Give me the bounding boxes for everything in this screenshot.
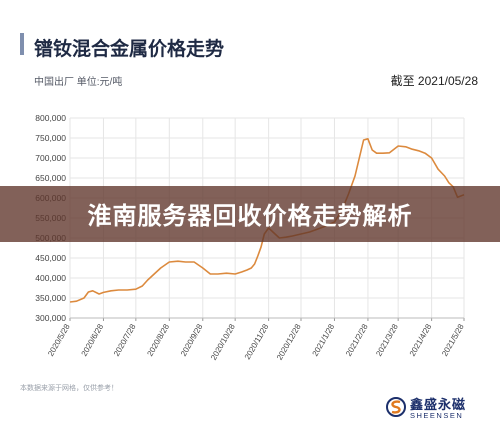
y-tick-label: 350,000	[35, 293, 66, 303]
y-tick-label: 800,000	[35, 113, 66, 123]
x-tick-label: 2020/12/28	[275, 322, 303, 362]
x-tick-label: 2020/7/28	[112, 322, 138, 358]
x-tick-label: 2021/2/28	[344, 322, 370, 358]
y-tick-label: 650,000	[35, 173, 66, 183]
x-tick-label: 2020/11/28	[243, 322, 271, 361]
chart-title: 镨钕混合金属价格走势	[34, 39, 225, 60]
logo-text-en: SHEENSEN	[410, 411, 464, 420]
x-tick-label: 2020/9/28	[179, 322, 205, 358]
y-tick-label: 400,000	[35, 273, 66, 283]
source-footnote: 本数据来源于网格，仅供参考！	[20, 385, 118, 392]
x-tick-label: 2020/6/28	[80, 322, 106, 358]
x-tick-label: 2020/8/28	[145, 322, 171, 358]
y-tick-label: 450,000	[35, 253, 66, 263]
date-label: 截至 2021/05/28	[390, 74, 478, 88]
overlay-title: 淮南服务器回收价格走势解析	[87, 203, 413, 230]
y-tick-label: 300,000	[35, 313, 66, 323]
chart-subtitle: 中国出厂 单位:元/吨	[34, 77, 123, 88]
x-tick-label: 2021/4/28	[408, 322, 434, 358]
title-accent-bar	[20, 33, 24, 55]
x-tick-label: 2020/5/28	[46, 322, 72, 358]
x-tick-label: 2021/5/28	[440, 322, 466, 358]
x-tick-label: 2021/1/28	[311, 322, 337, 358]
x-tick-label: 2021/3/28	[374, 322, 400, 358]
title-overlay-band	[0, 186, 500, 242]
x-tick-label: 2020/10/28	[209, 322, 237, 362]
y-tick-label: 700,000	[35, 153, 66, 163]
logo-icon	[386, 397, 406, 417]
brand-logo: 鑫盛永磁 SHEENSEN	[386, 394, 486, 424]
logo-text-cn: 鑫盛永磁	[410, 397, 467, 412]
y-tick-label: 750,000	[35, 133, 66, 143]
